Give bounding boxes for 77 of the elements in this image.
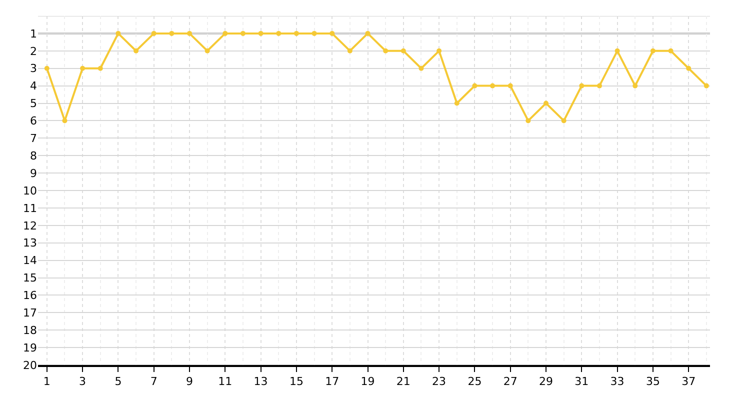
point bbox=[472, 83, 478, 88]
x-tick-label: 11 bbox=[218, 375, 232, 388]
y-tick-label: 15 bbox=[23, 272, 37, 285]
point bbox=[400, 48, 406, 54]
point bbox=[561, 118, 566, 124]
point bbox=[276, 30, 282, 36]
point bbox=[526, 118, 531, 124]
point bbox=[169, 30, 174, 36]
point bbox=[98, 66, 103, 71]
y-tick-label: 6 bbox=[30, 114, 37, 128]
y-tick-label: 3 bbox=[30, 62, 37, 76]
point bbox=[436, 48, 442, 54]
x-tick-label: 25 bbox=[468, 375, 482, 388]
x-tick-label: 5 bbox=[114, 375, 122, 388]
point bbox=[347, 48, 352, 54]
y-tick-label: 17 bbox=[23, 306, 37, 320]
x-tick-label: 33 bbox=[610, 375, 624, 388]
point bbox=[204, 48, 210, 54]
point bbox=[650, 48, 656, 54]
point bbox=[383, 48, 388, 54]
point bbox=[294, 30, 299, 36]
y-tick-label: 5 bbox=[30, 97, 37, 110]
y-tick-label: 9 bbox=[30, 166, 37, 180]
point bbox=[80, 66, 86, 71]
y-tick-label: 1 bbox=[30, 27, 37, 40]
y-tick-label: 2 bbox=[30, 44, 37, 58]
point bbox=[151, 30, 156, 36]
point bbox=[312, 30, 317, 36]
y-tick-label: 7 bbox=[30, 132, 37, 145]
x-tick-label: 27 bbox=[503, 375, 518, 388]
point bbox=[686, 66, 692, 71]
y-tick-label: 20 bbox=[23, 358, 37, 372]
y-tick-label: 12 bbox=[23, 219, 37, 232]
point bbox=[632, 83, 638, 88]
x-tick-label: 3 bbox=[79, 375, 86, 388]
x-tick-label: 19 bbox=[360, 375, 375, 388]
point bbox=[704, 83, 709, 88]
point bbox=[596, 83, 602, 88]
y-tick-label: 10 bbox=[23, 184, 37, 198]
point bbox=[365, 30, 370, 36]
point bbox=[508, 83, 513, 88]
x-tick-label: 13 bbox=[254, 375, 268, 388]
point bbox=[240, 30, 246, 36]
point bbox=[187, 30, 192, 36]
x-tick-label: 7 bbox=[150, 375, 158, 388]
x-tick-label: 31 bbox=[574, 375, 589, 388]
y-tick-label: 13 bbox=[23, 236, 37, 250]
x-tick-label: 21 bbox=[396, 375, 410, 388]
point bbox=[134, 48, 139, 54]
y-tick-label: 18 bbox=[23, 324, 37, 337]
point bbox=[116, 30, 121, 36]
point bbox=[579, 83, 584, 88]
point bbox=[62, 118, 68, 124]
point bbox=[668, 48, 674, 54]
point bbox=[418, 66, 424, 71]
point bbox=[544, 100, 549, 106]
x-tick-label: 35 bbox=[646, 375, 660, 388]
y-tick-label: 11 bbox=[23, 202, 37, 215]
y-tick-label: 4 bbox=[30, 80, 37, 93]
x-tick-label: 1 bbox=[43, 375, 50, 388]
y-tick-label: 19 bbox=[23, 341, 37, 354]
x-tick-label: 15 bbox=[289, 375, 304, 388]
x-tick-label: 9 bbox=[186, 375, 194, 388]
point bbox=[490, 83, 496, 88]
point bbox=[222, 30, 228, 36]
point bbox=[454, 100, 460, 106]
y-tick-label: 8 bbox=[30, 149, 37, 162]
y-tick-label: 14 bbox=[23, 254, 37, 268]
x-tick-label: 37 bbox=[682, 375, 696, 388]
point bbox=[44, 66, 50, 71]
y-tick-label: 16 bbox=[23, 289, 37, 302]
x-tick-label: 17 bbox=[325, 375, 340, 388]
x-tick-label: 29 bbox=[539, 375, 554, 388]
point bbox=[614, 48, 620, 54]
point bbox=[330, 30, 335, 36]
x-tick-label: 23 bbox=[432, 375, 446, 388]
point bbox=[258, 30, 264, 36]
